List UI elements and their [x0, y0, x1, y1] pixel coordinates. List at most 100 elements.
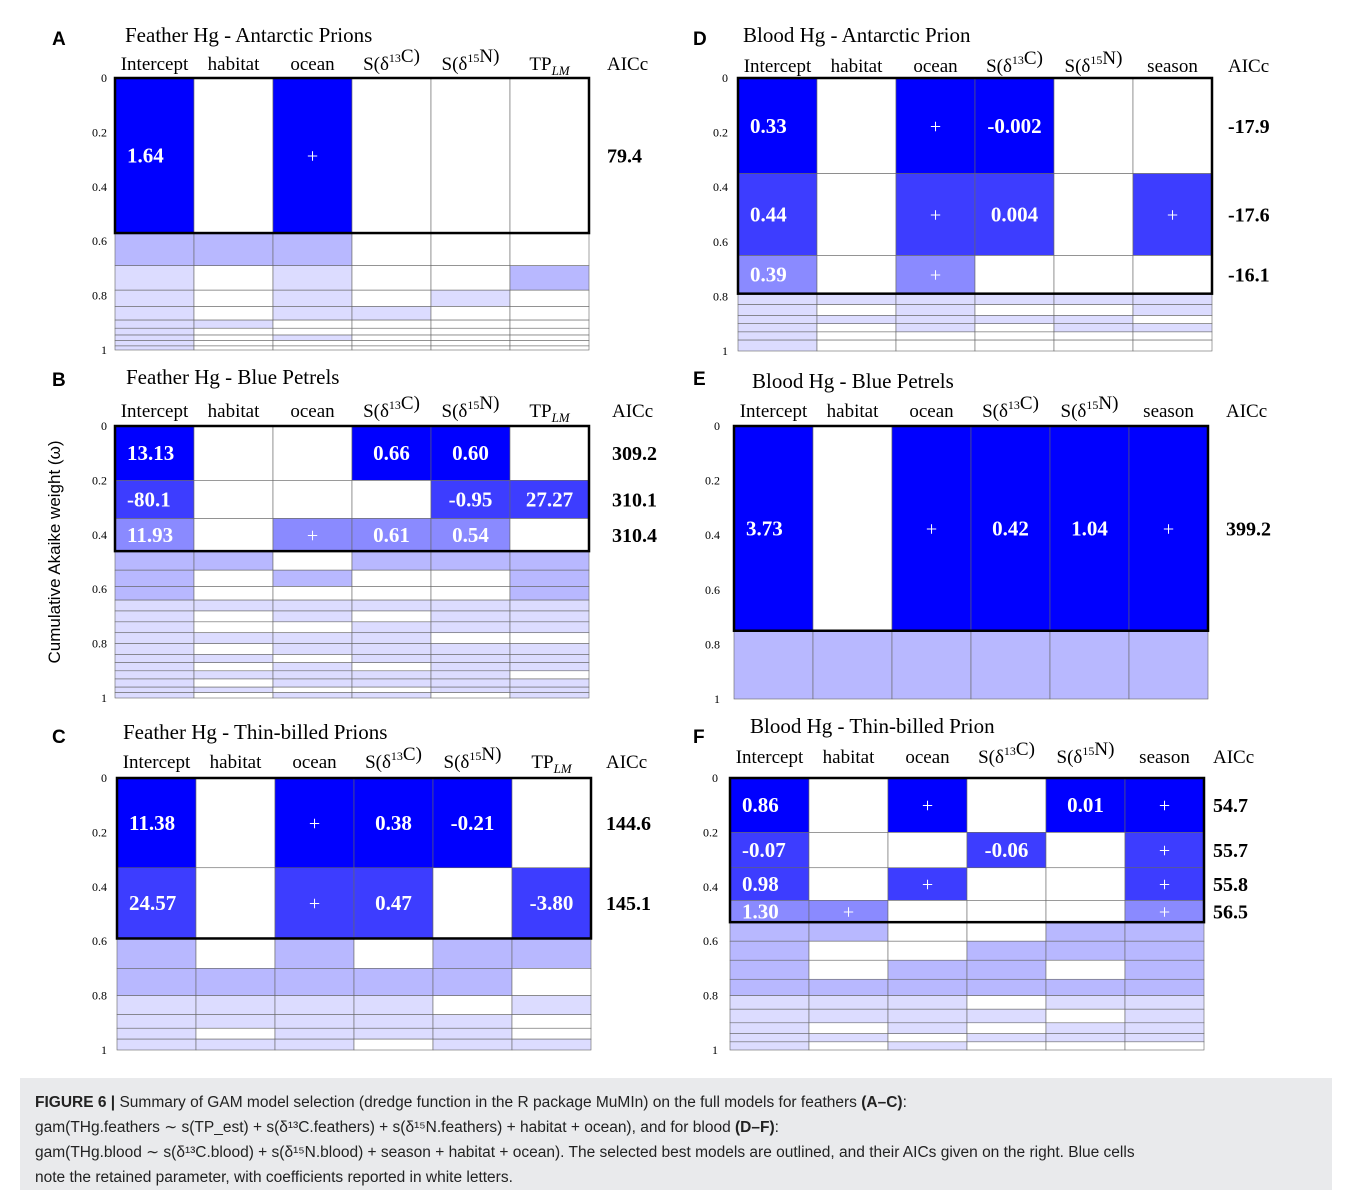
cell-label-d-r1-c0: 0.44 [750, 203, 787, 227]
cell-f-r1-c3 [966, 832, 1047, 869]
cell-b-r0-c2 [272, 425, 353, 481]
y-tick-e-1: 0.2 [705, 474, 720, 488]
cell-b-r5-c0 [114, 586, 195, 601]
aicc-value-c-1: 145.1 [606, 893, 651, 915]
cell-d-r1-c0 [737, 173, 818, 256]
y-tick-c-1: 0.2 [92, 825, 107, 839]
caption-line-1-end: : [902, 1094, 907, 1111]
caption-line-1: FIGURE 6 | Summary of GAM model selectio… [35, 1090, 1325, 1115]
caption-line-2: gam(THg.feathers ∼ s(TP_est) + s(δ¹³C.fe… [35, 1115, 1325, 1140]
panel-title-a: Feather Hg - Antarctic Prions [125, 23, 372, 47]
cell-b-r7-c0 [114, 610, 195, 623]
y-tick-d-4: 0.8 [713, 289, 728, 303]
y-tick-f-4: 0.8 [703, 989, 718, 1003]
cell-d-r6-c3 [974, 323, 1055, 333]
column-header-d-5: season [1147, 56, 1198, 77]
cell-f-r12-c4 [1045, 1041, 1126, 1051]
cell-b-r15-c0 [114, 686, 195, 693]
cell-d-r5-c3 [974, 315, 1055, 325]
y-tick-a-3: 0.6 [92, 234, 107, 248]
cell-a-r1-c0 [114, 232, 195, 266]
cell-c-r4-c2 [274, 995, 355, 1015]
cell-a-r7-c5 [509, 334, 590, 341]
cell-f-r7-c1 [808, 978, 889, 996]
cell-a-r7-c2 [272, 334, 353, 341]
column-header-c-3: S(δ13C) [365, 744, 422, 773]
cell-d-r2-c2 [895, 255, 976, 294]
cell-f-r6-c0 [729, 959, 810, 980]
cell-d-r2-c3 [974, 255, 1055, 294]
cell-label-b-r2-c3: 0.61 [373, 523, 410, 547]
cell-d-r7-c3 [974, 331, 1055, 341]
cell-b-r14-c5 [509, 678, 590, 688]
y-tick-e-5: 1 [714, 692, 720, 706]
cell-c-r7-c3 [353, 1038, 434, 1051]
cell-f-r11-c0 [729, 1033, 810, 1043]
cell-b-r7-c4 [430, 610, 511, 623]
cell-b-r8-c1 [193, 621, 274, 634]
cell-label-f-r3-c1: + [843, 901, 854, 923]
cell-f-r3-c4 [1045, 900, 1126, 923]
column-header-d-4: S(δ15N) [1065, 48, 1123, 77]
column-header-e-5: season [1143, 401, 1194, 422]
cell-c-r5-c2 [274, 1014, 355, 1029]
cell-a-r6-c2 [272, 327, 353, 336]
cell-c-r5-c5 [511, 1014, 592, 1029]
cell-b-r4-c3 [351, 569, 432, 587]
cell-a-r7-c1 [193, 334, 274, 341]
cell-b-r3-c2 [272, 550, 353, 571]
cell-d-r0-c4 [1053, 77, 1134, 174]
cell-f-r12-c0 [729, 1041, 810, 1051]
cell-a-r7-c0 [114, 334, 195, 341]
cell-label-f-r2-c0: 0.98 [742, 872, 779, 896]
cell-f-r7-c3 [966, 978, 1047, 996]
cell-a-r5-c3 [351, 319, 432, 329]
cell-a-r3-c4 [430, 289, 511, 307]
cell-b-r12-c0 [114, 662, 195, 672]
cell-f-r10-c2 [887, 1022, 968, 1034]
cell-b-r7-c3 [351, 610, 432, 623]
panel-letter-f: F [693, 727, 705, 748]
cell-c-r0-c4 [432, 777, 513, 869]
aicc-value-d-0: -17.9 [1228, 116, 1270, 138]
cell-f-r4-c1 [808, 921, 889, 942]
cell-b-r15-c1 [193, 686, 274, 693]
cell-b-r13-c1 [193, 670, 274, 680]
cell-d-r7-c4 [1053, 331, 1134, 341]
cell-label-b-r2-c0: 11.93 [127, 523, 173, 547]
cell-c-r2-c2 [274, 938, 355, 969]
y-tick-c-5: 1 [101, 1043, 107, 1057]
cell-f-r1-c5 [1124, 832, 1205, 869]
cell-label-c-r0-c0: 11.38 [129, 811, 175, 835]
cell-label-b-r0-c3: 0.66 [373, 441, 410, 465]
cell-f-r6-c2 [887, 959, 968, 980]
y-tick-d-5: 1 [722, 344, 728, 358]
caption-line-2-bold: (D–F) [735, 1119, 775, 1136]
cell-b-r10-c3 [351, 643, 432, 655]
y-tick-e-4: 0.8 [705, 637, 720, 651]
cell-b-r14-c4 [430, 678, 511, 688]
cell-f-r10-c0 [729, 1022, 810, 1034]
cell-b-r9-c0 [114, 632, 195, 644]
cell-a-r1-c5 [509, 232, 590, 266]
cell-f-r2-c4 [1045, 867, 1126, 901]
cell-b-r8-c0 [114, 621, 195, 634]
cell-e-r0-c2 [891, 425, 972, 632]
cell-label-e-r0-c4: 1.04 [1071, 516, 1108, 540]
cell-b-r8-c4 [430, 621, 511, 634]
cell-c-r3-c2 [274, 968, 355, 996]
cell-c-r1-c5 [511, 867, 592, 939]
cell-c-r0-c3 [353, 777, 434, 869]
cell-f-r0-c4 [1045, 777, 1126, 833]
cell-a-r2-c3 [351, 265, 432, 291]
cell-f-r1-c2 [887, 832, 968, 869]
cell-a-r4-c2 [272, 306, 353, 321]
cell-b-r12-c3 [351, 662, 432, 672]
cell-e-r0-c0 [733, 425, 814, 632]
cell-label-c-r0-c3: 0.38 [375, 811, 412, 835]
cell-e-r1-c5 [1128, 630, 1209, 700]
cell-e-r0-c1 [812, 425, 893, 632]
cell-f-r12-c3 [966, 1041, 1047, 1051]
cell-b-r10-c5 [509, 643, 590, 655]
cell-label-e-r0-c3: 0.42 [992, 516, 1029, 540]
